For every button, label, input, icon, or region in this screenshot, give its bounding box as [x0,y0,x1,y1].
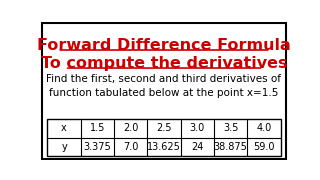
Text: 2.5: 2.5 [156,123,172,134]
Text: 4.0: 4.0 [256,123,272,134]
Text: 7.0: 7.0 [123,142,138,152]
Text: 38.875: 38.875 [214,142,248,152]
Text: 3.375: 3.375 [84,142,111,152]
Text: To compute the derivatives: To compute the derivatives [41,56,287,71]
Text: Find the first, second and third derivatives of
function tabulated below at the : Find the first, second and third derivat… [46,74,282,98]
Text: 13.625: 13.625 [147,142,181,152]
Text: 2.0: 2.0 [123,123,138,134]
Text: 3.0: 3.0 [190,123,205,134]
Text: 3.5: 3.5 [223,123,238,134]
Text: 1.5: 1.5 [90,123,105,134]
Text: 24: 24 [191,142,204,152]
Text: y: y [61,142,67,152]
Bar [47,119,281,156]
Text: Forward Difference Formula: Forward Difference Formula [37,38,291,53]
Text: x: x [61,123,67,134]
Text: 59.0: 59.0 [253,142,275,152]
